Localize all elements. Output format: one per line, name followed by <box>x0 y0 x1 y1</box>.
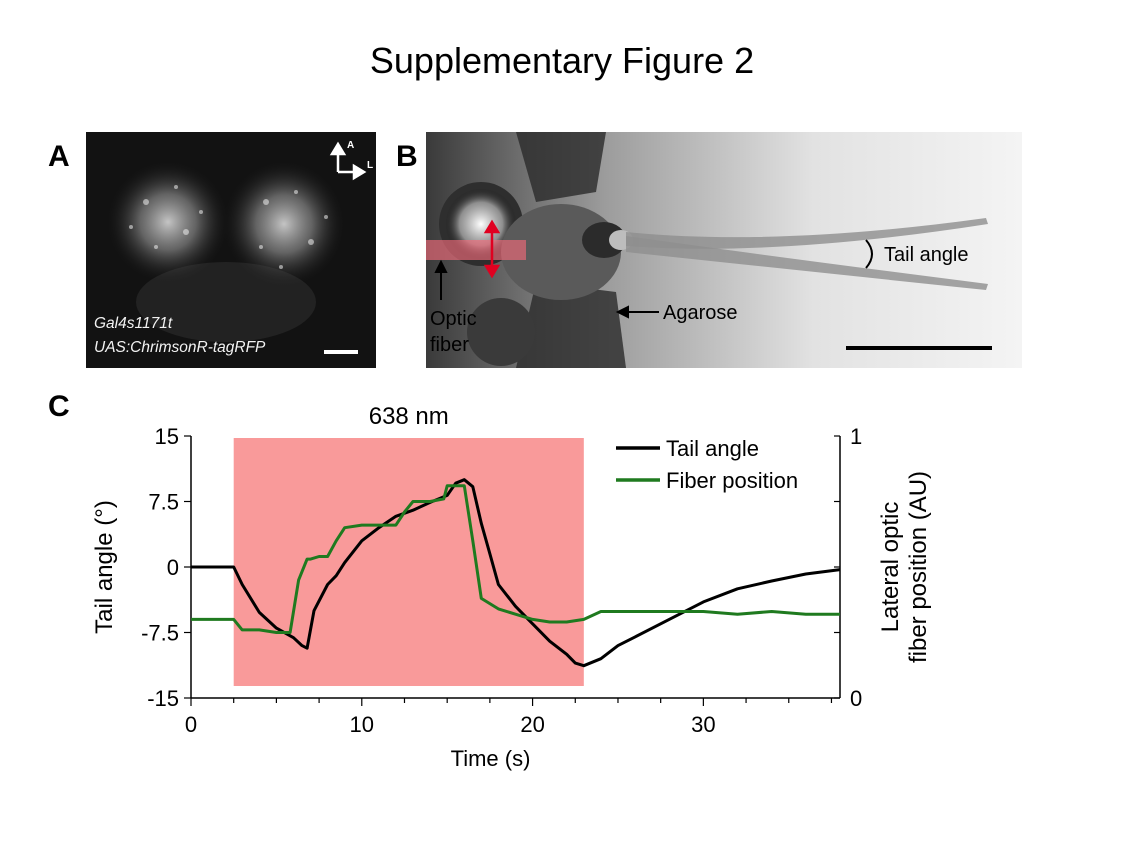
panel-letter-a: A <box>48 140 70 173</box>
arrow-up-icon <box>329 141 347 156</box>
y-axis-left-label: Tail angle (°) <box>91 500 118 634</box>
arrow-left-icon <box>615 305 659 319</box>
confocal-image: A L Gal4s1171t UAS:ChrimsonR-tagRFP <box>86 132 376 368</box>
y-left-tick-label: -7.5 <box>141 621 179 646</box>
y-right-tick-label: 1 <box>850 424 862 449</box>
y-right-tick-label: 0 <box>850 686 862 711</box>
label-tail-angle: Tail angle <box>884 244 969 266</box>
series-line-2 <box>191 484 840 634</box>
y-left-tick-label: -15 <box>147 686 179 711</box>
y-left-tick-label: 7.5 <box>148 490 179 515</box>
arrow-right-icon <box>352 163 367 181</box>
legend-label-2: Fiber position <box>666 468 798 493</box>
x-tick-label: 10 <box>350 712 374 737</box>
stimulus-window <box>233 438 584 686</box>
caption-line-2: UAS:ChrimsonR-tagRFP <box>94 339 266 356</box>
double-arrow-icon <box>483 219 501 279</box>
larva-photo <box>426 132 1022 368</box>
label-optic-line1: Optic <box>430 308 477 330</box>
figure-title: Supplementary Figure 2 <box>369 40 755 81</box>
legend-label-1: Tail angle <box>666 436 759 461</box>
orientation-lateral: L <box>367 160 373 171</box>
x-tick-label: 30 <box>691 712 715 737</box>
panel-letter-c: C <box>48 390 70 423</box>
stimulus-annotation: 638 nm <box>369 403 449 430</box>
panel-letter-b: B <box>396 140 418 173</box>
x-tick-label: 0 <box>185 712 197 737</box>
x-tick-label: 20 <box>520 712 544 737</box>
confocal-micrograph: A L <box>106 140 373 354</box>
label-optic-line2: fiber <box>430 334 469 356</box>
label-agarose: Agarose <box>663 302 738 324</box>
series-line-1 <box>191 478 841 668</box>
orientation-anterior: A <box>347 140 354 151</box>
tail-angle-arc <box>865 239 873 269</box>
arrow-up-icon <box>434 259 448 300</box>
y-left-tick-label: 0 <box>167 555 179 580</box>
y-axis-right-label-line1: Lateral optic <box>877 502 904 633</box>
caption-line-1: Gal4s1171t <box>94 315 173 332</box>
x-axis-label: Time (s) <box>451 746 531 771</box>
optic-fiber <box>426 240 526 260</box>
y-left-tick-label: 15 <box>155 424 179 449</box>
y-axis-right-label-line2: fiber position (AU) <box>905 471 932 663</box>
larva-image: Optic fiber Agarose Tail angle <box>426 132 1022 368</box>
